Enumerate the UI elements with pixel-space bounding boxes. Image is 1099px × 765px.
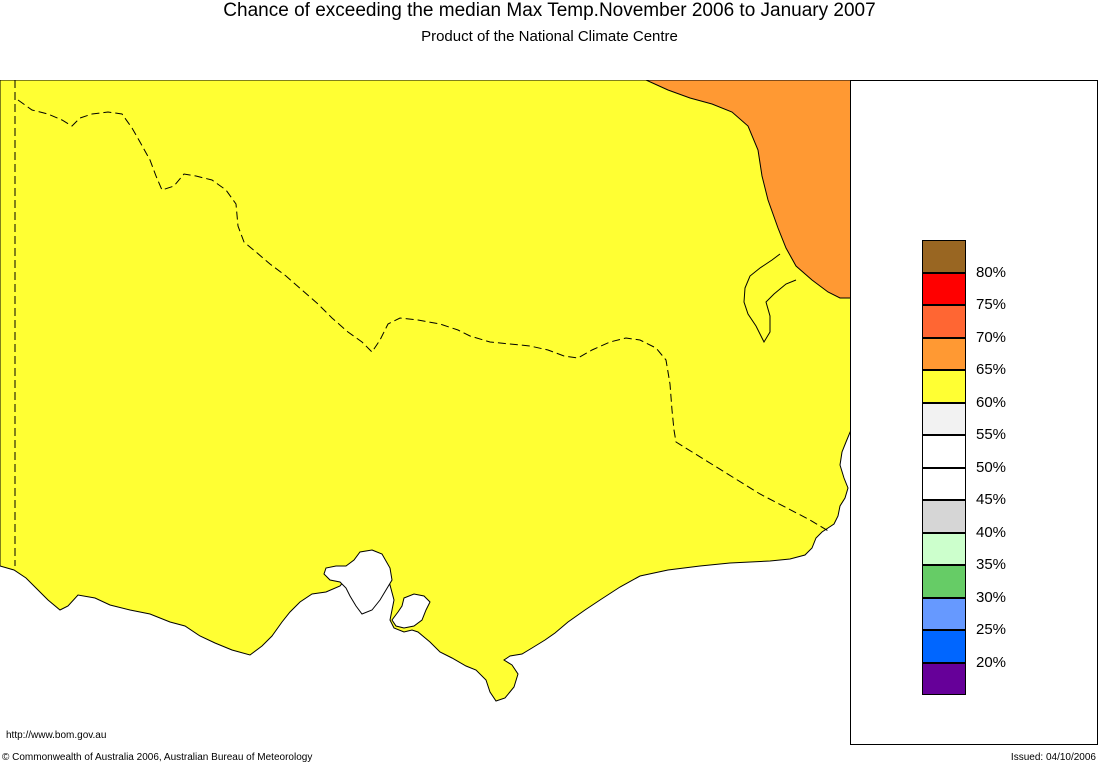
map-title: Chance of exceeding the median Max Temp.… <box>223 0 876 21</box>
legend-label: 40% <box>976 523 1007 541</box>
legend-swatch <box>922 305 966 338</box>
legend-label: 65% <box>976 361 1007 378</box>
legend-label: 35% <box>976 556 1007 573</box>
legend-label: 45% <box>976 491 1007 508</box>
legend-swatch <box>922 500 966 533</box>
legend-swatch <box>922 630 966 663</box>
western-port <box>391 593 431 629</box>
port-phillip-bay <box>323 549 393 615</box>
legend-label: 70% <box>976 328 1007 346</box>
legend-swatch <box>922 565 966 598</box>
region-65-70 <box>645 80 851 299</box>
legend-swatch <box>922 532 966 565</box>
legend-label: 25% <box>976 621 1007 638</box>
legend-label: 50% <box>976 458 1007 476</box>
legend-label: 30% <box>976 588 1007 606</box>
legend-swatch <box>922 597 966 630</box>
map-divider <box>850 80 851 745</box>
state-border <box>14 80 831 566</box>
legend-swatch <box>922 402 966 435</box>
source-url: http://www.bom.gov.au <box>6 730 107 741</box>
legend-swatch <box>922 272 966 305</box>
issued-date: Issued: 04/10/2006 <box>1010 752 1096 763</box>
legend-label: 20% <box>976 653 1007 671</box>
legend-label: 75% <box>976 296 1007 313</box>
legend-swatch <box>922 435 966 468</box>
legend-swatch <box>922 662 966 695</box>
legend-label: 60% <box>976 393 1007 411</box>
land-area <box>0 80 851 702</box>
copyright-text: © Commonwealth of Australia 2006, Austra… <box>2 752 313 763</box>
legend-label: 80% <box>976 263 1007 281</box>
legend-label: 55% <box>976 426 1007 443</box>
legend-swatch <box>922 370 966 403</box>
victoria-map <box>0 80 851 745</box>
legend-swatch <box>922 240 966 273</box>
map-subtitle: Product of the National Climate Centre <box>421 28 678 45</box>
lake-outline <box>743 253 797 344</box>
legend-swatch <box>922 337 966 370</box>
legend-swatch <box>922 467 966 500</box>
